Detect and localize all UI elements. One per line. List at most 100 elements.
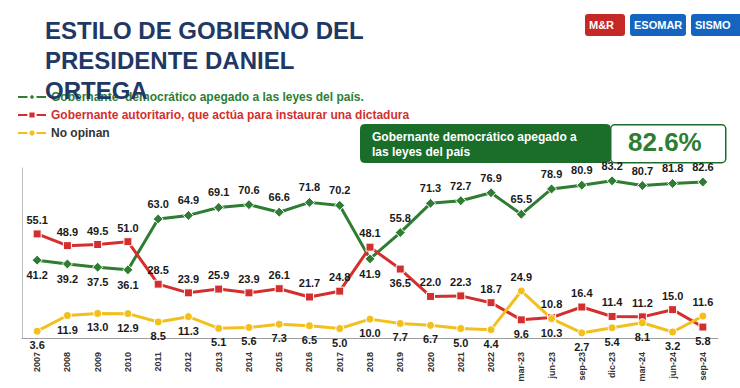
svg-text:69.1: 69.1 (208, 186, 229, 198)
svg-text:11.4: 11.4 (602, 296, 624, 308)
svg-text:72.7: 72.7 (450, 180, 471, 192)
svg-text:ORTEGA: ORTEGA (45, 77, 148, 104)
svg-text:49.5: 49.5 (87, 225, 108, 237)
svg-text:2019: 2019 (395, 352, 405, 372)
svg-text:5.0: 5.0 (453, 337, 468, 349)
svg-text:41.2: 41.2 (26, 269, 47, 281)
svg-text:55.1: 55.1 (26, 214, 47, 226)
svg-text:Gobernante autoritario, que ac: Gobernante autoritario, que actúa para i… (51, 108, 409, 122)
svg-text:No opinan: No opinan (51, 126, 110, 140)
svg-text:mar-23: mar-23 (516, 352, 526, 382)
svg-text:16.4: 16.4 (571, 287, 593, 299)
svg-text:2007: 2007 (32, 352, 42, 372)
svg-text:jun-23: jun-23 (547, 352, 557, 380)
svg-text:28.5: 28.5 (147, 264, 168, 276)
svg-text:2016: 2016 (304, 352, 314, 372)
svg-text:10.0: 10.0 (359, 327, 380, 339)
svg-text:ESTILO DE GOBIERNO DEL: ESTILO DE GOBIERNO DEL (45, 17, 370, 44)
svg-text:65.5: 65.5 (511, 193, 532, 205)
svg-text:2015: 2015 (274, 352, 284, 372)
svg-text:48.1: 48.1 (359, 227, 380, 239)
svg-text:22.3: 22.3 (450, 276, 471, 288)
svg-text:9.6: 9.6 (514, 328, 529, 340)
svg-text:11.3: 11.3 (178, 325, 199, 337)
svg-text:82.6: 82.6 (692, 161, 713, 173)
svg-text:63.0: 63.0 (147, 198, 168, 210)
svg-text:36.5: 36.5 (390, 277, 411, 289)
svg-text:41.9: 41.9 (359, 268, 380, 280)
svg-text:8.1: 8.1 (635, 331, 650, 343)
svg-text:55.8: 55.8 (390, 212, 411, 224)
svg-text:2013: 2013 (214, 352, 224, 372)
svg-text:2021: 2021 (456, 352, 466, 372)
svg-text:18.7: 18.7 (480, 283, 501, 295)
svg-text:80.9: 80.9 (571, 164, 592, 176)
svg-text:5.8: 5.8 (695, 335, 710, 347)
svg-text:2012: 2012 (183, 352, 193, 372)
svg-text:24.8: 24.8 (329, 271, 350, 283)
svg-text:dic-23: dic-23 (607, 352, 617, 378)
svg-text:8.5: 8.5 (151, 330, 166, 342)
svg-text:sep-24: sep-24 (698, 352, 708, 381)
svg-text:23.9: 23.9 (238, 273, 259, 285)
svg-text:3.6: 3.6 (29, 339, 44, 351)
svg-text:10.8: 10.8 (541, 298, 562, 310)
svg-text:Gobernante democrático apegado: Gobernante democrático apegado a (372, 130, 580, 144)
svg-text:15.0: 15.0 (662, 290, 683, 302)
svg-text:7.3: 7.3 (272, 332, 287, 344)
svg-text:11.9: 11.9 (57, 324, 78, 336)
svg-text:ESOMAR: ESOMAR (634, 19, 682, 31)
svg-text:21.7: 21.7 (299, 277, 320, 289)
svg-text:71.3: 71.3 (420, 182, 441, 194)
svg-text:70.2: 70.2 (329, 184, 350, 196)
svg-text:jun-24: jun-24 (668, 352, 678, 380)
svg-text:2011: 2011 (153, 352, 163, 372)
svg-text:78.9: 78.9 (541, 168, 562, 180)
svg-text:82.6%: 82.6% (628, 127, 702, 157)
svg-text:2022: 2022 (486, 352, 496, 372)
svg-text:5.4: 5.4 (604, 336, 620, 348)
svg-text:24.9: 24.9 (511, 271, 532, 283)
svg-text:80.7: 80.7 (632, 165, 653, 177)
svg-text:5.6: 5.6 (241, 335, 256, 347)
svg-text:26.1: 26.1 (269, 269, 290, 281)
svg-text:2017: 2017 (335, 352, 345, 372)
svg-text:5.0: 5.0 (332, 337, 347, 349)
svg-text:mar-24: mar-24 (637, 352, 647, 382)
svg-text:3.2: 3.2 (665, 340, 680, 352)
svg-text:22.0: 22.0 (420, 276, 441, 288)
svg-text:76.9: 76.9 (480, 172, 501, 184)
svg-text:2018: 2018 (365, 352, 375, 372)
svg-text:PRESIDENTE DANIEL: PRESIDENTE DANIEL (45, 47, 301, 74)
svg-text:51.0: 51.0 (117, 222, 138, 234)
svg-text:10.3: 10.3 (541, 327, 562, 339)
svg-text:48.9: 48.9 (57, 226, 78, 238)
svg-text:70.6: 70.6 (238, 184, 259, 196)
svg-text:64.9: 64.9 (178, 194, 199, 206)
svg-text:2.7: 2.7 (574, 341, 589, 353)
svg-text:25.9: 25.9 (208, 269, 229, 281)
svg-text:sep-23: sep-23 (577, 352, 587, 381)
svg-text:M&R: M&R (589, 19, 614, 31)
svg-text:6.5: 6.5 (302, 334, 317, 346)
svg-text:2020: 2020 (426, 352, 436, 372)
svg-text:13.0: 13.0 (87, 321, 108, 333)
svg-text:71.8: 71.8 (299, 181, 320, 193)
svg-text:36.1: 36.1 (117, 279, 138, 291)
svg-text:2010: 2010 (123, 352, 133, 372)
svg-text:23.9: 23.9 (178, 273, 199, 285)
svg-text:37.5: 37.5 (87, 276, 108, 288)
svg-text:2008: 2008 (62, 352, 72, 372)
svg-text:66.6: 66.6 (269, 191, 290, 203)
svg-text:6.7: 6.7 (423, 333, 438, 345)
svg-text:11.2: 11.2 (632, 297, 653, 309)
svg-text:las leyes del país: las leyes del país (372, 145, 470, 159)
svg-text:SISMO: SISMO (695, 19, 731, 31)
svg-text:5.1: 5.1 (211, 336, 226, 348)
svg-text:2009: 2009 (93, 352, 103, 372)
svg-text:83.2: 83.2 (601, 160, 622, 172)
svg-text:4.4: 4.4 (483, 338, 499, 350)
svg-text:7.7: 7.7 (393, 331, 408, 343)
svg-text:39.2: 39.2 (57, 273, 78, 285)
svg-text:12.9: 12.9 (117, 322, 138, 334)
